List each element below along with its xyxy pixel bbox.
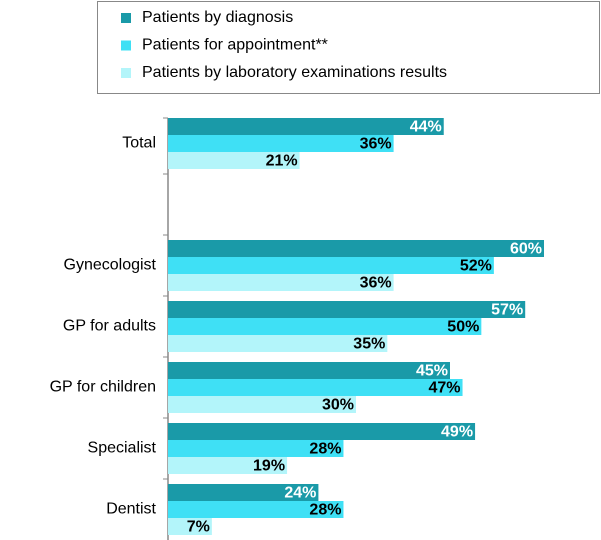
legend-swatch bbox=[121, 68, 131, 78]
legend-box bbox=[97, 1, 600, 94]
value-label: 60% bbox=[510, 241, 542, 258]
value-label: 52% bbox=[460, 258, 492, 275]
value-label: 36% bbox=[360, 136, 392, 153]
bar bbox=[168, 152, 300, 169]
bar bbox=[168, 118, 444, 135]
legend-label: Patients by laboratory examinations resu… bbox=[142, 64, 447, 81]
bar bbox=[168, 501, 344, 518]
y-tick-label: Total bbox=[122, 135, 156, 152]
value-label: 7% bbox=[187, 519, 210, 536]
bar bbox=[168, 379, 463, 396]
bar bbox=[168, 274, 394, 291]
bar bbox=[168, 318, 482, 335]
legend-label: Patients for appointment** bbox=[142, 37, 328, 54]
bar bbox=[168, 518, 212, 535]
value-label: 49% bbox=[441, 424, 473, 441]
value-label: 50% bbox=[447, 319, 479, 336]
bar bbox=[168, 135, 394, 152]
value-label: 57% bbox=[491, 302, 523, 319]
value-label: 36% bbox=[360, 275, 392, 292]
legend-swatch bbox=[121, 40, 131, 51]
value-label: 47% bbox=[429, 380, 461, 397]
bar bbox=[168, 484, 319, 501]
legend-swatch bbox=[121, 13, 131, 23]
y-tick-label: GP for children bbox=[50, 379, 156, 396]
value-label: 21% bbox=[266, 153, 298, 170]
value-label: 30% bbox=[322, 397, 354, 414]
bar bbox=[168, 440, 344, 457]
value-label: 45% bbox=[416, 363, 448, 380]
value-label: 28% bbox=[309, 441, 341, 458]
value-label: 19% bbox=[253, 458, 285, 475]
bar bbox=[168, 301, 526, 318]
value-label: 28% bbox=[309, 502, 341, 519]
bar bbox=[168, 396, 356, 413]
y-tick-label: Dentist bbox=[106, 501, 156, 518]
y-tick-label: Specialist bbox=[88, 440, 157, 457]
bar bbox=[168, 362, 450, 379]
bar bbox=[168, 423, 476, 440]
value-label: 35% bbox=[353, 336, 385, 353]
value-label: 24% bbox=[284, 485, 316, 502]
legend-label: Patients by diagnosis bbox=[142, 9, 293, 26]
bar bbox=[168, 257, 494, 274]
y-tick-label: GP for adults bbox=[63, 318, 156, 335]
y-tick-label: Gynecologist bbox=[64, 257, 157, 274]
value-label: 44% bbox=[410, 119, 442, 136]
bar bbox=[168, 240, 544, 257]
bar bbox=[168, 335, 388, 352]
bar bbox=[168, 457, 288, 474]
